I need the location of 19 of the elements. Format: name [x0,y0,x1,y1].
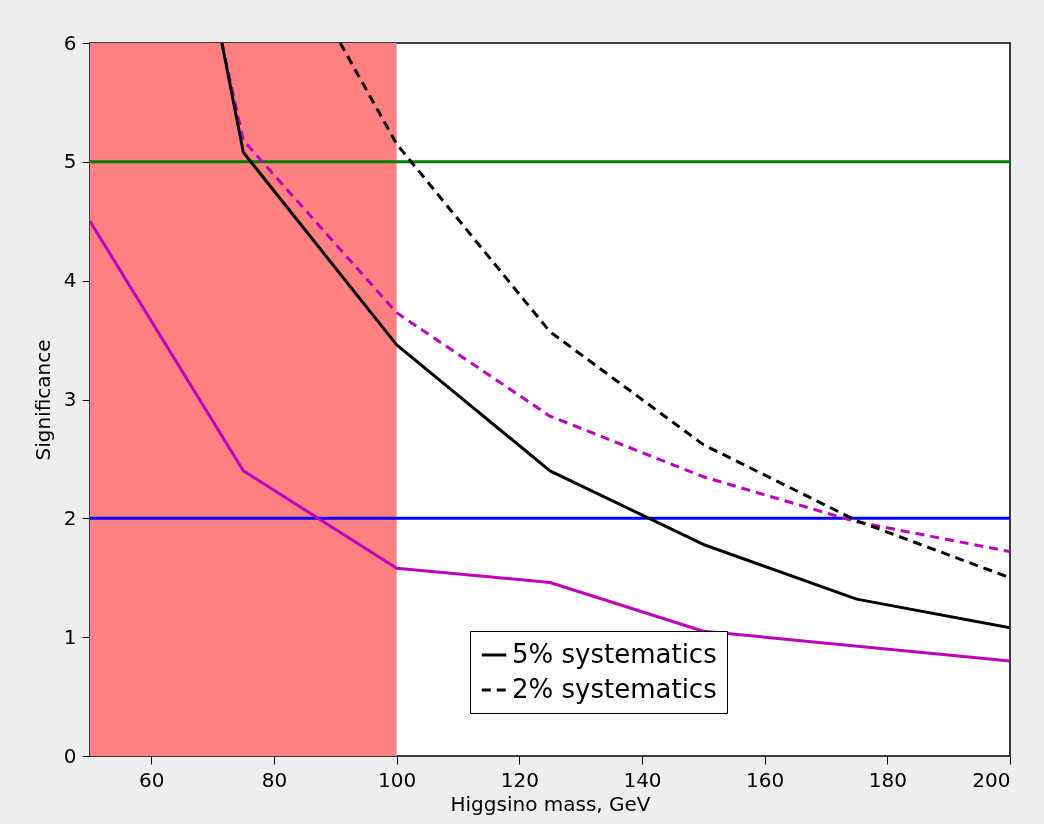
x-tick-label: 160 [746,767,785,792]
y-tick-label: 4 [63,268,77,293]
legend-label: 5% systematics [512,639,717,669]
legend-label: 2% systematics [512,674,717,704]
x-tick-label: 100 [378,767,417,792]
y-tick-label: 5 [63,149,77,174]
x-tick-label: 140 [623,767,662,792]
y-tick-label: 1 [63,624,77,649]
y-tick-label: 0 [63,743,77,768]
y-tick-label: 6 [63,30,77,55]
x-tick-label: 60 [139,767,165,792]
y-axis-title: Significance [30,339,55,461]
y-tick-label: 3 [63,387,77,411]
y-tick-label: 2 [63,505,77,530]
x-tick-label: 180 [868,767,907,792]
x-tick-label: 80 [261,767,288,792]
x-tick-label: 200 [972,767,1011,792]
x-tick-label: 120 [500,767,539,792]
x-axis-title: Higgsino mass, GeV [450,791,651,816]
